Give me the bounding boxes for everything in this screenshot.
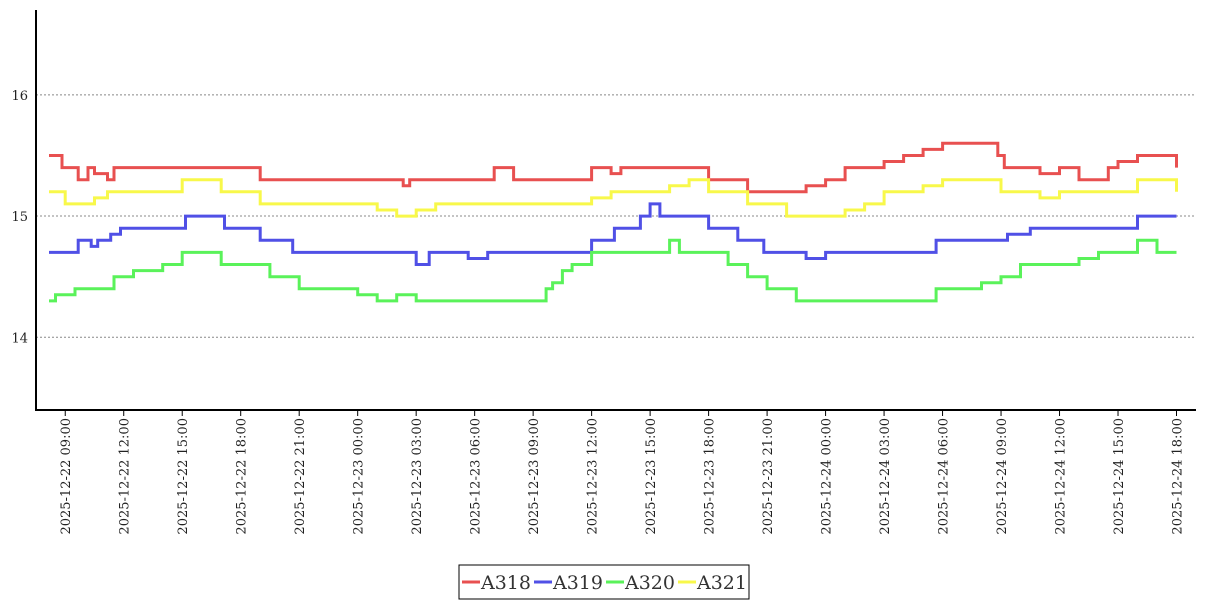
legend-label-a321: A321 (696, 572, 747, 594)
x-tick-label: 2025-12-22 09:00 (59, 418, 74, 535)
x-tick-label: 2025-12-22 18:00 (235, 418, 250, 535)
legend-label-a320: A320 (624, 572, 675, 594)
y-axis-ticks: 14 15 16 (11, 89, 28, 346)
x-tick-label: 2025-12-22 12:00 (118, 418, 133, 535)
y-tick-label: 15 (11, 210, 28, 225)
series-line-a320 (49, 238, 1177, 303)
x-tick-label: 2025-12-23 00:00 (352, 418, 367, 535)
x-tick-label: 2025-12-23 09:00 (527, 418, 542, 535)
x-tick-label: 2025-12-23 06:00 (469, 418, 484, 535)
x-tick-label: 2025-12-23 15:00 (644, 418, 659, 535)
x-axis-ticks: 2025-12-22 09:00 2025-12-22 12:00 2025-12-… (59, 410, 1186, 535)
x-tick-label: 2025-12-24 03:00 (878, 418, 893, 535)
y-tick-label: 16 (11, 89, 28, 104)
y-tick-label: 14 (11, 331, 28, 346)
x-tick-label: 2025-12-22 21:00 (293, 418, 308, 535)
x-tick-label: 2025-12-23 12:00 (586, 418, 601, 535)
series-line-a319 (49, 202, 1177, 266)
x-tick-label: 2025-12-24 09:00 (995, 418, 1010, 535)
legend-box (458, 564, 750, 600)
x-tick-label: 2025-12-24 06:00 (937, 418, 952, 535)
x-tick-label: 2025-12-23 18:00 (703, 418, 718, 535)
series-line-a318 (49, 141, 1178, 194)
legend-label-a319: A319 (552, 572, 603, 594)
x-tick-label: 2025-12-22 15:00 (176, 418, 191, 535)
gridlines (36, 94, 1196, 338)
legend: A318 A319 A320 A321 (458, 564, 750, 600)
x-tick-label: 2025-12-23 03:00 (410, 418, 425, 535)
x-tick-label: 2025-12-24 00:00 (820, 418, 835, 535)
x-tick-label: 2025-12-23 21:00 (761, 418, 776, 535)
x-tick-label: 2025-12-24 12:00 (1054, 418, 1069, 535)
x-tick-label: 2025-12-24 18:00 (1171, 418, 1186, 535)
series-line-a321 (49, 178, 1178, 218)
x-tick-label: 2025-12-24 15:00 (1112, 418, 1127, 535)
series-lines (49, 141, 1178, 303)
legend-label-a318: A318 (480, 572, 531, 594)
